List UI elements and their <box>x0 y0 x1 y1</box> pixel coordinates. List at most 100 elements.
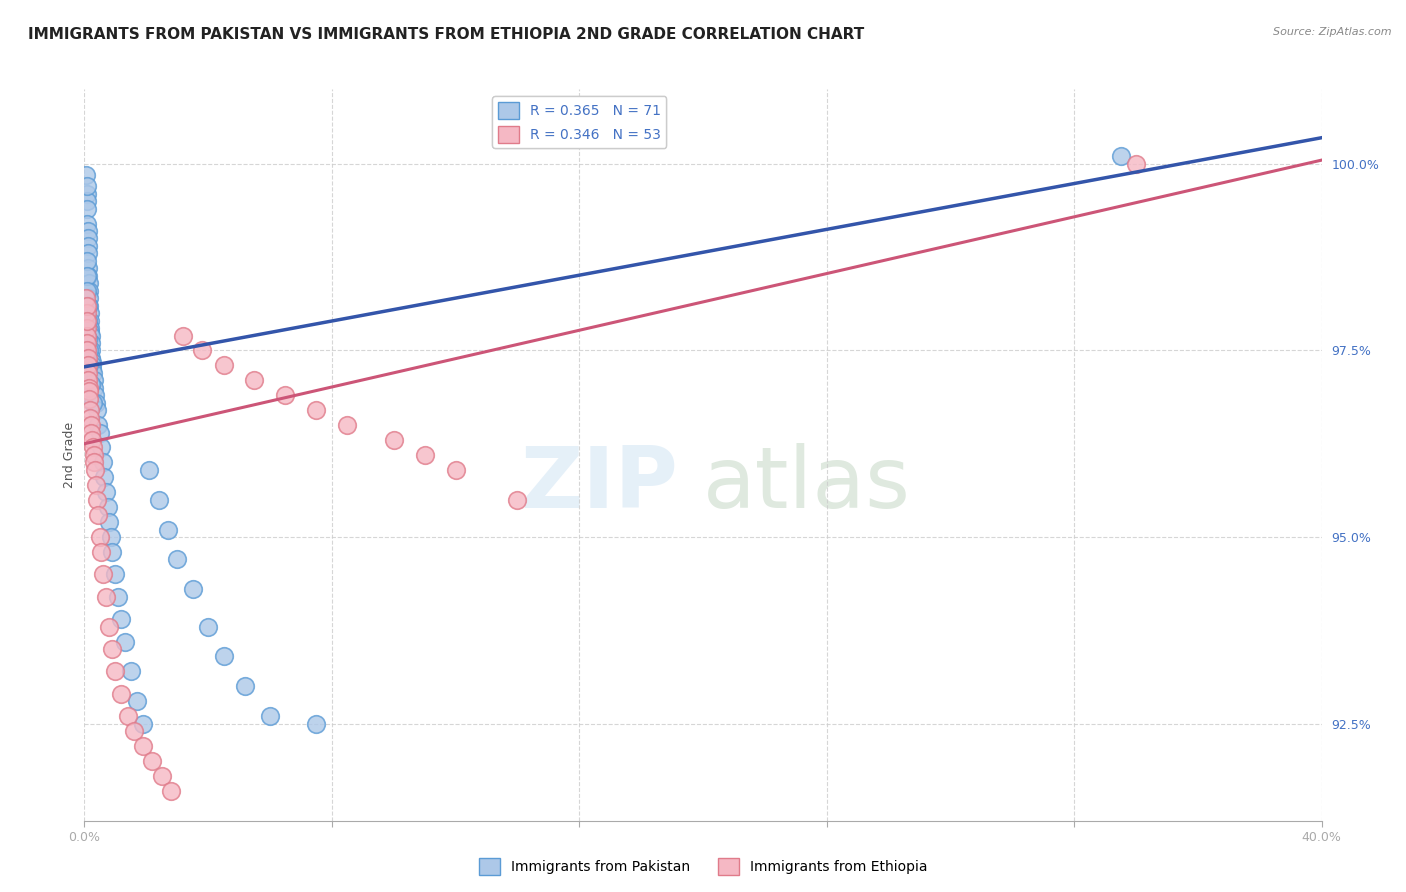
Point <box>76 306 98 320</box>
Point <box>197 619 219 633</box>
Point <box>122 724 145 739</box>
Point <box>79 392 101 406</box>
Point <box>76 284 98 298</box>
Point <box>156 523 179 537</box>
Point <box>212 359 235 373</box>
Text: IMMIGRANTS FROM PAKISTAN VS IMMIGRANTS FROM ETHIOPIA 2ND GRADE CORRELATION CHART: IMMIGRANTS FROM PAKISTAN VS IMMIGRANTS F… <box>28 27 865 42</box>
Point <box>98 619 121 633</box>
Point <box>84 395 107 409</box>
Point <box>77 261 100 276</box>
Point <box>382 433 405 447</box>
Point <box>77 277 100 291</box>
Point <box>83 381 105 395</box>
Point <box>101 545 124 559</box>
Y-axis label: 2nd Grade: 2nd Grade <box>63 422 76 488</box>
Point <box>104 567 127 582</box>
Point <box>76 202 98 216</box>
Point <box>80 354 103 368</box>
Point <box>77 366 100 380</box>
Point <box>138 463 160 477</box>
Point <box>77 246 100 260</box>
Point <box>212 649 235 664</box>
Point <box>243 373 266 387</box>
Point <box>444 463 467 477</box>
Point <box>413 448 436 462</box>
Point <box>82 441 104 455</box>
Point <box>87 418 110 433</box>
Point <box>1109 149 1132 163</box>
Point <box>76 299 98 313</box>
Point <box>259 709 281 723</box>
Point <box>77 373 100 387</box>
Point <box>86 492 108 507</box>
Point <box>79 299 101 313</box>
Point <box>141 754 163 768</box>
Point <box>91 567 114 582</box>
Point <box>91 455 114 469</box>
Point <box>77 313 100 327</box>
Point <box>107 590 129 604</box>
Point <box>76 194 98 209</box>
Point <box>79 306 101 320</box>
Point <box>83 448 105 462</box>
Point <box>80 335 103 350</box>
Point <box>79 410 101 425</box>
Point <box>86 403 108 417</box>
Point <box>77 284 100 298</box>
Point <box>114 634 136 648</box>
Point <box>336 418 359 433</box>
Point <box>83 373 105 387</box>
Point <box>76 217 98 231</box>
Point <box>132 716 155 731</box>
Point <box>96 500 118 515</box>
Point <box>191 343 214 358</box>
Point <box>90 441 112 455</box>
Point <box>77 332 100 346</box>
Point <box>125 694 148 708</box>
Point <box>84 388 107 402</box>
Point <box>101 642 124 657</box>
Point <box>117 709 139 723</box>
Point <box>82 433 104 447</box>
Point <box>79 403 101 417</box>
Text: Source: ZipAtlas.com: Source: ZipAtlas.com <box>1274 27 1392 37</box>
Legend: R = 0.365   N = 71, R = 0.346   N = 53: R = 0.365 N = 71, R = 0.346 N = 53 <box>492 96 666 148</box>
Point <box>110 687 132 701</box>
Point <box>77 343 100 358</box>
Point <box>98 515 121 529</box>
Point <box>82 359 104 373</box>
Point <box>84 463 107 477</box>
Point <box>110 612 132 626</box>
Text: ZIP: ZIP <box>520 442 678 525</box>
Point <box>148 492 170 507</box>
Point <box>93 470 115 484</box>
Point <box>79 359 101 373</box>
Point <box>305 716 328 731</box>
Point <box>1125 157 1147 171</box>
Point <box>233 679 256 693</box>
Point <box>77 239 100 253</box>
Point <box>77 381 100 395</box>
Point <box>76 299 98 313</box>
Point <box>75 291 97 305</box>
Point <box>80 351 103 365</box>
Point <box>84 477 107 491</box>
Point <box>80 343 103 358</box>
Point <box>104 665 127 679</box>
Point <box>75 168 97 182</box>
Point <box>87 508 110 522</box>
Point <box>150 769 173 783</box>
Point <box>76 321 98 335</box>
Point <box>166 552 188 566</box>
Point <box>77 291 100 305</box>
Point <box>77 359 100 373</box>
Point <box>181 582 204 597</box>
Point <box>89 425 111 440</box>
Point <box>94 590 117 604</box>
Point <box>76 231 98 245</box>
Point <box>82 395 104 409</box>
Point <box>274 388 297 402</box>
Point <box>100 530 122 544</box>
Point <box>77 384 100 399</box>
Point <box>120 665 142 679</box>
